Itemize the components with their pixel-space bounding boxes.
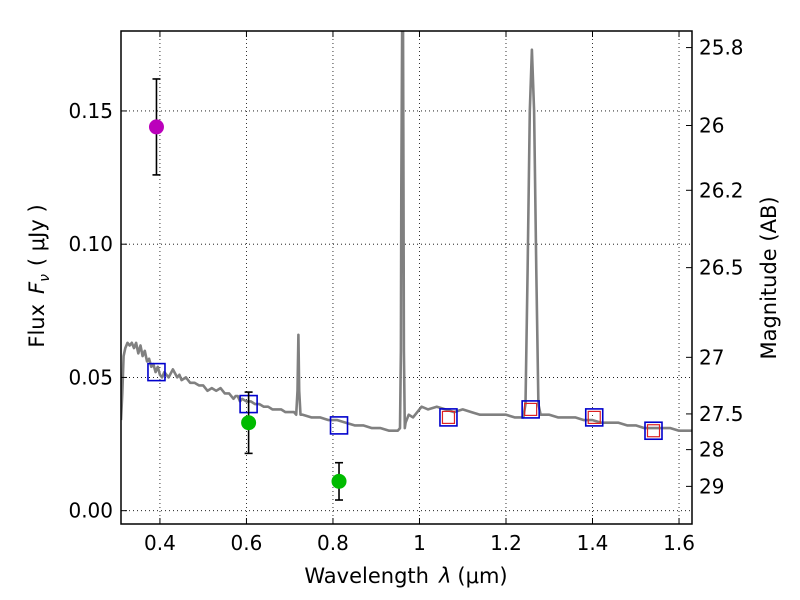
right-axis-label: Magnitude (AB) bbox=[757, 196, 781, 359]
model-photometry-marker bbox=[329, 416, 349, 435]
y2-tick-label: 27 bbox=[699, 345, 724, 369]
observed-photometry-marker bbox=[646, 424, 661, 438]
model-photometry-marker bbox=[644, 421, 663, 441]
y-tick-label: 0.05 bbox=[68, 365, 113, 389]
y2-tick-label: 25.8 bbox=[699, 36, 744, 60]
observed-photometry-marker bbox=[441, 410, 456, 425]
x-tick-label: 0.4 bbox=[144, 531, 176, 555]
observed-photometry-marker bbox=[587, 410, 601, 425]
x-tick-label: 1.2 bbox=[490, 531, 522, 555]
y2-tick-label: 29 bbox=[699, 474, 724, 498]
detection-point bbox=[331, 473, 347, 489]
plot-area bbox=[121, 31, 692, 501]
x-tick-label: 1.4 bbox=[577, 531, 609, 555]
model-photometry-marker bbox=[584, 408, 604, 427]
y2-tick-label: 26.2 bbox=[699, 178, 744, 202]
model-photometry-marker bbox=[439, 408, 458, 427]
y-tick-label: 0.15 bbox=[68, 99, 113, 123]
axis-ticks: 0.4 0.6 0.8 1 1.2 1.4 1.6 0.00 0.05 0.10 0.15 25.8 2… bbox=[68, 31, 744, 555]
y-tick-label: 0.10 bbox=[68, 232, 113, 256]
x-axis-label: Wavelength λ (μm) bbox=[304, 564, 507, 588]
x-tick-label: 1 bbox=[413, 531, 426, 555]
y-tick-label: 0.00 bbox=[68, 499, 113, 523]
detection-point bbox=[148, 119, 164, 135]
model-photometry-marker bbox=[147, 362, 166, 382]
y2-tick-label: 28 bbox=[699, 438, 724, 462]
observed-photometry-marker bbox=[524, 402, 538, 417]
gridlines bbox=[121, 31, 692, 524]
x-tick-label: 1.6 bbox=[663, 531, 695, 555]
plot-frame bbox=[120, 30, 693, 525]
spectrum-line bbox=[121, 31, 692, 432]
y2-tick-label: 27.5 bbox=[699, 402, 744, 426]
y-axis-label: FluxFν( μJy ) bbox=[25, 204, 53, 347]
detection-point bbox=[241, 415, 257, 431]
y2-tick-label: 26.5 bbox=[699, 256, 744, 280]
x-tick-label: 0.6 bbox=[231, 531, 263, 555]
x-tick-label: 0.8 bbox=[317, 531, 349, 555]
y2-tick-label: 26 bbox=[699, 113, 724, 137]
model-photometry-marker bbox=[521, 400, 540, 419]
